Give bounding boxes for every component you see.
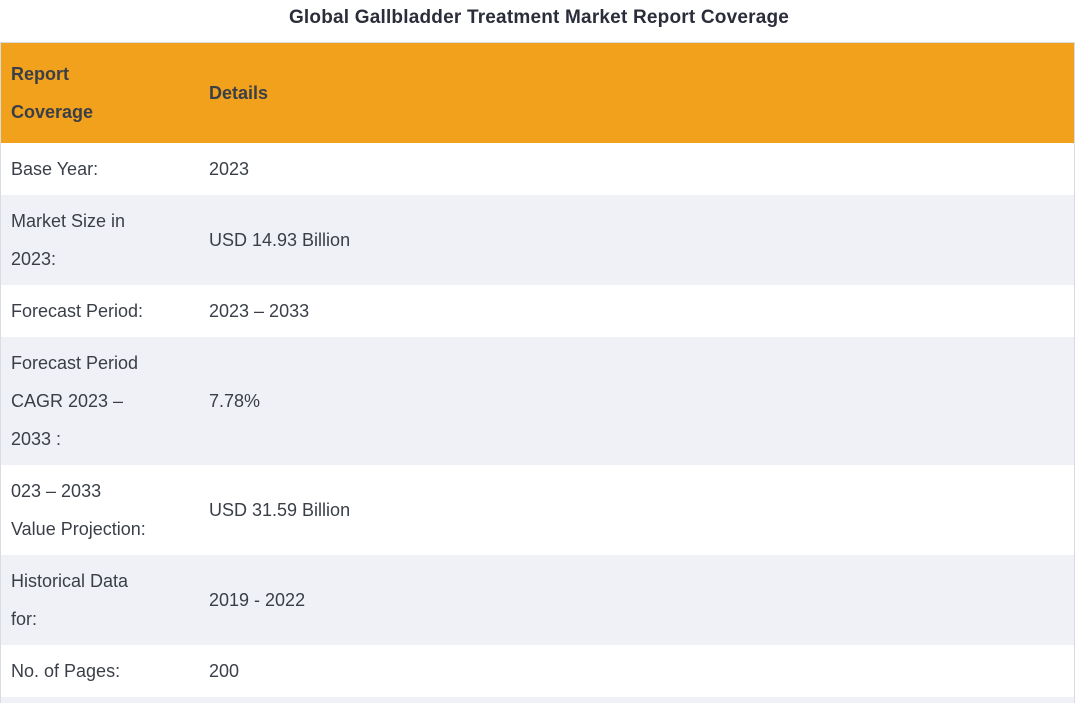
- header-details: Details: [209, 83, 269, 103]
- table-row: 023 – 2033 Value Projection: USD 31.59 Bi…: [0, 465, 1075, 555]
- page-title: Global Gallbladder Treatment Market Repo…: [288, 7, 790, 28]
- table-row: Historical Data for: 2019 - 2022: [0, 555, 1075, 645]
- report-coverage-table: Report Coverage Details Base Year: 2023 Ma…: [0, 42, 1075, 697]
- row-value: 200: [209, 661, 240, 681]
- row-label: Historical Data for:: [11, 571, 129, 629]
- table-header-row: Report Coverage Details: [0, 42, 1075, 143]
- row-label: Base Year:: [11, 159, 99, 179]
- row-label: 023 – 2033 Value Projection:: [11, 481, 146, 539]
- row-label: Forecast Period CAGR 2023 – 2033 :: [11, 353, 139, 449]
- table-header: Report Coverage Details: [0, 42, 1075, 143]
- row-label: Forecast Period:: [11, 301, 144, 321]
- row-value: 2019 - 2022: [209, 590, 306, 610]
- row-value: 2023 – 2033: [209, 301, 310, 321]
- row-label: No. of Pages:: [11, 661, 121, 681]
- row-value: USD 14.93 Billion: [209, 230, 351, 250]
- table-row: Market Size in 2023: USD 14.93 Billion: [0, 195, 1075, 285]
- header-report-coverage: Report Coverage: [11, 64, 94, 122]
- table-row: No. of Pages: 200: [0, 645, 1075, 697]
- row-value: 7.78%: [209, 391, 261, 411]
- table-row: Base Year: 2023: [0, 143, 1075, 195]
- row-label: Market Size in 2023:: [11, 211, 126, 269]
- row-value: USD 31.59 Billion: [209, 500, 351, 520]
- table-body: Base Year: 2023 Market Size in 2023: USD 14…: [0, 143, 1075, 697]
- table-row: Forecast Period CAGR 2023 – 2033 : 7.78%: [0, 337, 1075, 465]
- partial-next-row: [0, 697, 1075, 703]
- table-row: Forecast Period: 2023 – 2033: [0, 285, 1075, 337]
- row-value: 2023: [209, 159, 250, 179]
